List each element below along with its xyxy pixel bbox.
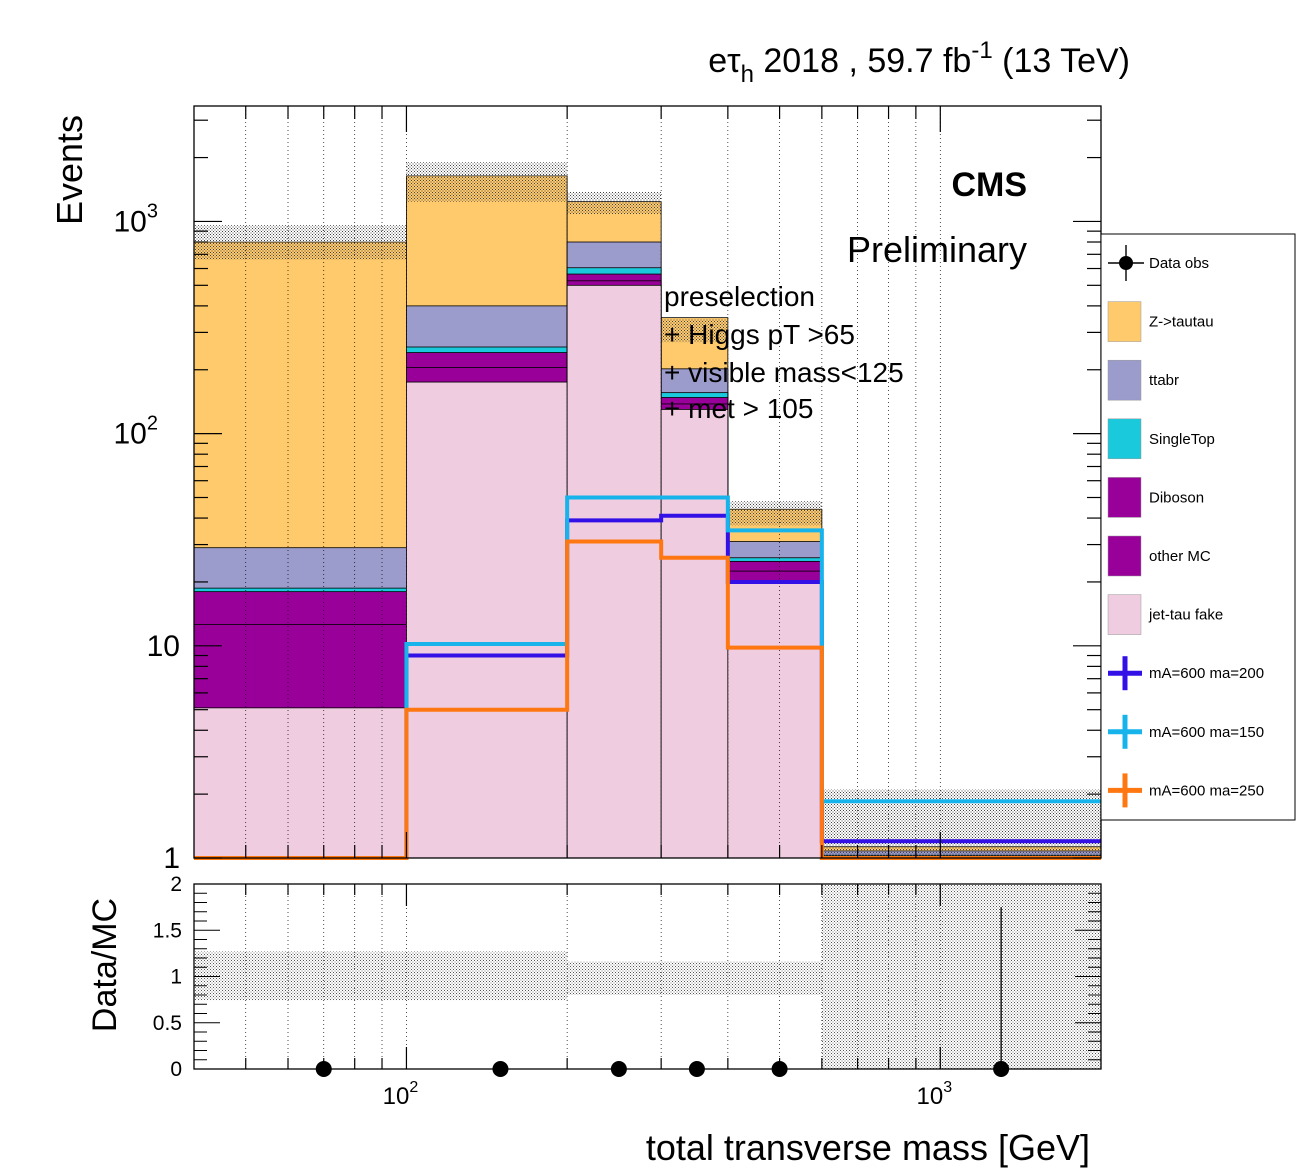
ratio-point-3 (688, 1061, 705, 1077)
ratio-y-tick-label: 1.5 (153, 919, 182, 942)
uncertainty-band-3 (661, 319, 728, 343)
legend-label-other-mc: other MC (1149, 548, 1211, 565)
legend-swatch-z-tautau (1107, 301, 1142, 342)
legend-marker-data (1119, 256, 1133, 270)
legend-label-ma-600-ma-250: mA=600 ma=250 (1149, 782, 1264, 799)
legend-swatch-jet-tau-fake (1107, 594, 1142, 635)
legend-label-jet-tau-fake: jet-tau fake (1148, 607, 1223, 624)
ratio-band-2 (567, 961, 662, 995)
ratio-band-4 (727, 961, 822, 995)
plot-header: eτh 2018 , 59.7 fb-1 (13 TeV) (708, 37, 1130, 88)
header-energy: (13 TeV) (993, 42, 1130, 80)
ratio-band-1 (406, 951, 568, 1001)
ratio-y-tick-label: 1 (170, 966, 182, 989)
legend-label-ttabr: ttabr (1149, 372, 1179, 389)
bar-jet-tau-fake-2 (566, 284, 662, 859)
ratio-point-4 (771, 1061, 788, 1077)
legend-label-ma-600-ma-150: mA=600 ma=150 (1149, 724, 1264, 741)
uncertainty-band-4 (727, 501, 822, 526)
y-tick-label: 1 (163, 842, 180, 875)
header-channel-tau: τ (727, 42, 741, 80)
legend-swatch-other-mc (1107, 535, 1142, 577)
ratio-point-5 (993, 1061, 1010, 1077)
uncertainty-band-2 (567, 191, 662, 215)
selection-line-4: + met > 105 (664, 393, 813, 424)
x-tick-label: 103 (916, 1079, 952, 1110)
y-tick-label: 10 (147, 630, 180, 663)
legend-label-z-tautau: Z->tautau (1149, 314, 1214, 331)
selection-line-3: + visible mass<125 (664, 357, 904, 388)
ratio-y-axis-title: Data/MC (86, 898, 124, 1032)
ratio-band-3 (661, 961, 728, 995)
ratio-point-2 (610, 1061, 627, 1077)
ratio-panel: 0 0.5 1 1.5 2 102 103 (153, 873, 1102, 1110)
y-tick-label: 103 (114, 200, 159, 238)
preliminary-label: Preliminary (847, 229, 1027, 270)
signal-line-ma-600-ma-250 (194, 539, 1101, 860)
bar-jet-tau-fake-3 (660, 409, 729, 859)
header-channel-sub: h (741, 61, 754, 88)
legend-swatch-singletop (1107, 418, 1142, 460)
legend-label-diboson: Diboson (1149, 489, 1204, 506)
legend-label-singletop: SingleTop (1149, 431, 1215, 448)
ratio-y-tick-label: 0.5 (153, 1012, 182, 1035)
uncertainty-band-1 (406, 162, 568, 202)
selection-line-1: preselection (664, 281, 815, 312)
ratio-band-0 (194, 951, 407, 1001)
legend-label-ma-600-ma-200: mA=600 ma=200 (1149, 665, 1264, 682)
ratio-y-tick-label: 2 (170, 873, 182, 896)
header-lumi-exp: -1 (971, 37, 992, 64)
bar-jet-tau-fake-0 (193, 707, 407, 859)
ratio-point-0 (315, 1061, 332, 1077)
legend-label-data-obs: Data obs (1149, 255, 1209, 272)
x-axis-title: total transverse mass [GeV] (646, 1127, 1090, 1168)
bar-jet-tau-fake-4 (727, 581, 823, 859)
legend-swatch-ttabr (1107, 359, 1142, 401)
header-year-lumi: 2018 , 59.7 fb (754, 42, 971, 80)
header-channel-e: e (708, 42, 727, 80)
ratio-y-tick-label: 0 (170, 1058, 182, 1081)
main-panel: 1 10 102 103 (114, 105, 1102, 875)
cms-label: CMS (951, 166, 1027, 204)
legend-swatch-diboson (1107, 477, 1142, 518)
legend: Data obs Z->tautau ttabr SingleTop Diboson ot… (1100, 233, 1296, 821)
y-tick-label: 102 (114, 413, 159, 451)
bar-jet-tau-fake-1 (406, 381, 568, 859)
y-axis-title: Events (49, 115, 90, 225)
uncertainty-band-0 (194, 225, 407, 260)
ratio-point-1 (492, 1061, 509, 1077)
x-tick-label: 102 (383, 1079, 419, 1110)
selection-line-2: + Higgs pT >65 (664, 319, 855, 350)
